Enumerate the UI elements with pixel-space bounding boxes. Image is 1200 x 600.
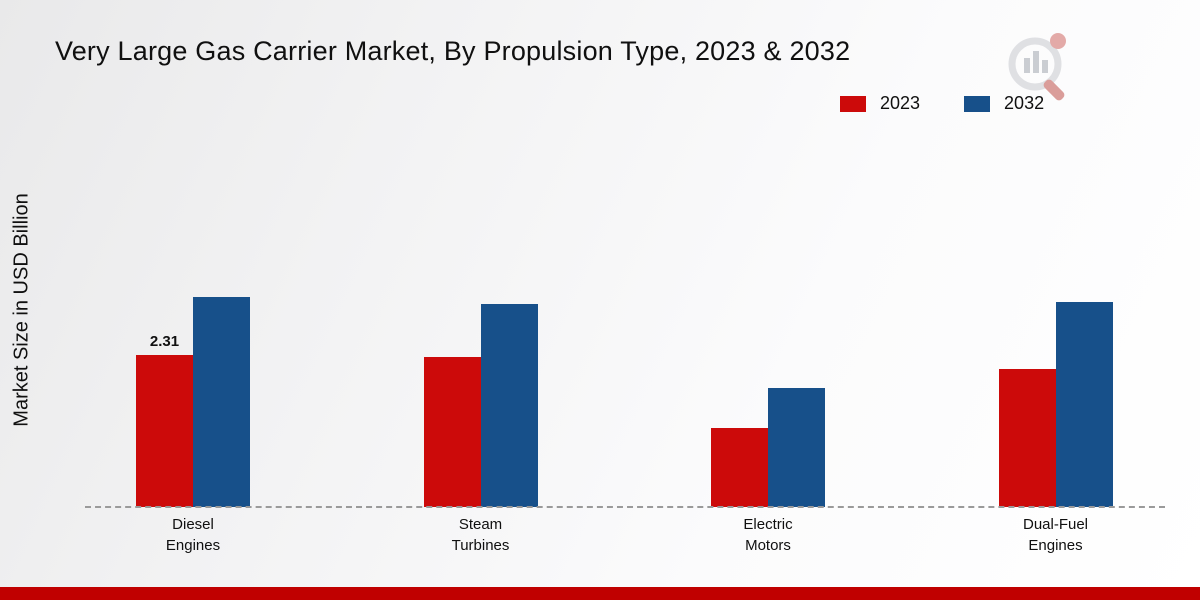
footer-accent-bar <box>0 587 1200 600</box>
category-label-2: Electric Motors <box>743 516 793 554</box>
legend-item-2023: 2023 <box>840 93 920 114</box>
chart-title: Very Large Gas Carrier Market, By Propul… <box>55 36 851 66</box>
bar-2032-0 <box>193 297 250 507</box>
legend-swatch-2032-icon <box>964 95 991 112</box>
category-label-3: Dual-Fuel Engines <box>1022 516 1089 554</box>
bar-value-label: 2.31 <box>149 333 180 351</box>
bar-2023-3 <box>998 369 1056 507</box>
legend-label-2023: 2023 <box>880 93 921 113</box>
bar-2032-3 <box>1055 302 1113 507</box>
bar-2023-1 <box>423 357 481 507</box>
x-axis-baseline <box>85 506 1165 508</box>
bar-2032-1 <box>480 303 538 507</box>
bar-2023-0 <box>136 355 193 507</box>
legend: 2023 2032 <box>840 93 1044 114</box>
legend-item-2032: 2032 <box>964 93 1044 114</box>
category-label-0: Diesel Engines <box>165 516 221 554</box>
legend-label-2032: 2032 <box>1004 93 1045 113</box>
bar-2032-2 <box>768 387 825 507</box>
category-label-1: Steam Turbines <box>451 516 510 554</box>
legend-swatch-2023-icon <box>840 95 866 112</box>
brand-logo-icon <box>995 28 1077 115</box>
bar-2023-2 <box>711 428 768 507</box>
